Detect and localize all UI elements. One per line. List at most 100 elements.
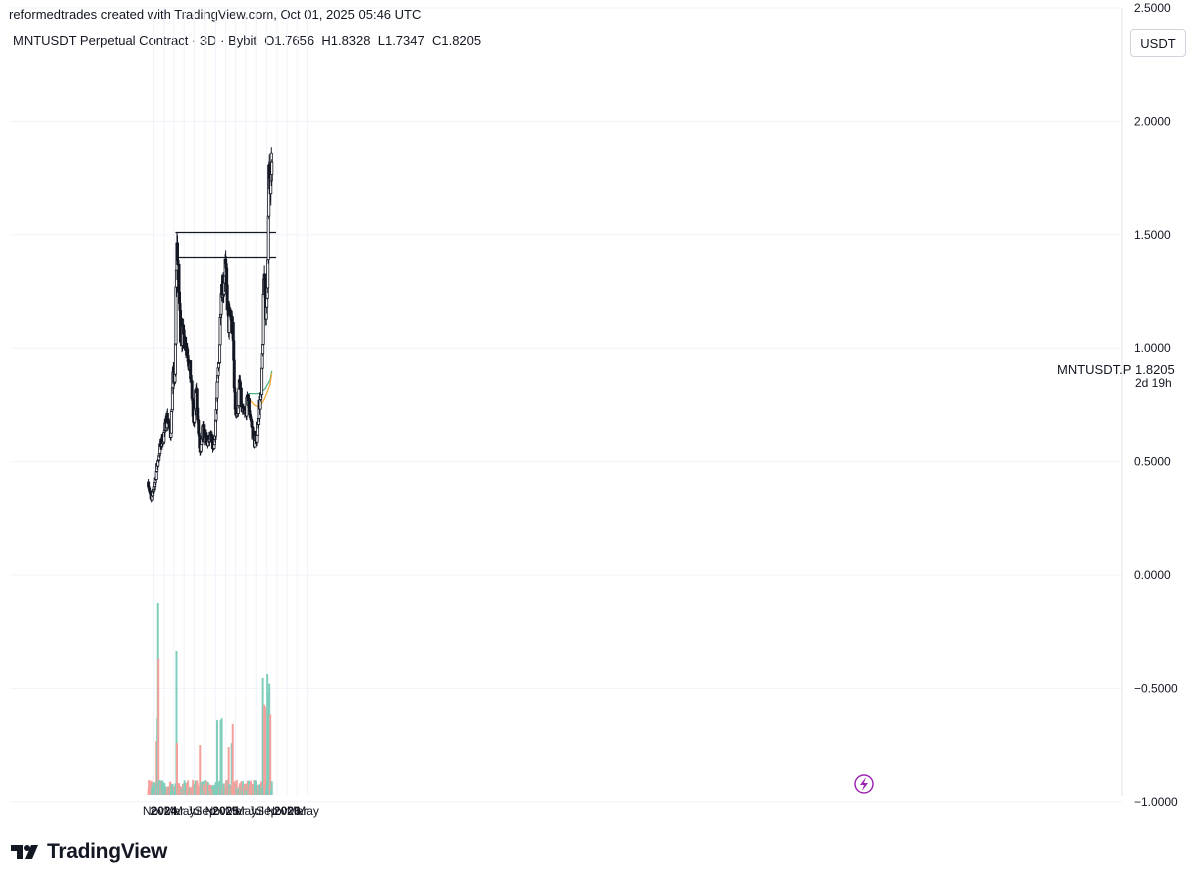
lightning-icon[interactable] [854,774,874,794]
volume-bar [243,783,246,795]
legend-high-label: H [321,33,331,48]
symbol-price-label: MNTUSDT.P [1057,362,1132,377]
price-tick-label: −1.0000 [1134,795,1178,809]
volume-bar [208,784,211,795]
volume-bar [269,714,272,795]
legend-close-value: 1.8205 [441,33,482,48]
candle-body [232,340,236,361]
candle-body [218,344,222,363]
volume-bar [207,784,210,795]
time-tick-label: 2025 [212,804,239,818]
volume-bar [183,780,186,795]
volume-bar [245,783,248,795]
time-tick-label: May [296,804,319,818]
volume-bar [261,677,264,795]
volume-bar [219,720,222,795]
volume-bar [196,783,199,795]
candle-body [231,322,235,342]
tradingview-logo[interactable]: TradingView [11,840,167,864]
volume-bar [255,781,258,795]
legend-low-value: 1.7347 [384,33,425,48]
candle-body [215,381,219,399]
legend-high-value: 1.8328 [330,33,371,48]
price-tick-label: −0.5000 [1134,681,1178,695]
moving-average-line [248,372,273,409]
price-tick-label: 2.0000 [1134,114,1171,128]
moving-averages [248,370,273,409]
last-price-label: 1.8205 [1135,362,1175,377]
candle-body [197,420,201,434]
currency-button[interactable]: USDT [1130,29,1186,57]
candle-body [169,410,173,434]
candle-body [173,343,177,375]
volume-bar [220,718,223,795]
legend-open-label: O [264,33,275,48]
candle-series [147,147,274,503]
volume-bar [247,780,250,795]
candle-body [204,432,208,438]
price-axis: 4.50004.00003.50003.00002.50002.00001.50… [1134,1,1178,809]
volume-bar [169,781,172,795]
time-tick-label: Sep [256,804,278,818]
volume-bar [166,786,169,795]
volume-bar [235,779,238,795]
volume-bar [227,747,230,795]
volume-bar [263,704,266,795]
candle-body [261,294,265,345]
volume-bar [171,783,174,795]
candle-body [199,444,203,452]
time-tick-label: Nov [205,804,226,818]
candle-body [266,259,270,289]
candle-body [270,161,274,175]
time-tick-label: Sep [194,804,216,818]
time-tick-label: Jul [249,804,264,818]
volume-bar [192,779,195,795]
volume-bar [228,784,231,795]
volume-series [147,603,273,795]
candle-body [213,419,217,437]
candle-body [265,297,269,308]
legend-interval: 3D [199,33,217,48]
bar-countdown: 2d 19h [1135,376,1172,390]
time-axis: Nov2024MarMayJulSepNov2025MarMayJulSepNo… [143,804,319,818]
volume-bar [157,658,160,795]
time-tick-label: Mar [287,804,308,818]
time-tick-label: May [235,804,258,818]
volume-bar [240,781,243,795]
volume-bar [264,706,267,795]
time-tick-label: Mar [164,804,185,818]
chart-grid [10,7,1123,803]
volume-bar [266,674,269,795]
candle-body [233,391,237,410]
volume-bar [154,784,157,795]
candle-body [261,343,265,355]
volume-bar [187,780,190,795]
candle-body [266,215,270,261]
volume-bar [161,780,164,795]
tradingview-logo-text: TradingView [47,840,168,863]
candle-body [237,388,241,407]
legend-low-label: L [377,33,385,48]
price-tick-label: 2.5000 [1134,1,1171,15]
volume-bar [150,780,153,795]
volume-bar [193,783,196,795]
volume-bar [233,781,236,795]
candle-body [182,324,186,335]
time-tick-label: Nov [266,804,287,818]
candle-body [260,367,264,396]
volume-bar [248,784,251,795]
price-tick-label: 0.0000 [1134,568,1171,582]
candle-body [247,398,251,412]
time-tick-label: Jul [187,804,202,818]
price-tick-label: 0.5000 [1134,455,1171,469]
volume-bar [267,693,270,795]
time-tick-label: May [173,804,196,818]
volume-bar [182,783,185,795]
time-tick-label: Mar [225,804,246,818]
volume-bar [264,781,267,795]
volume-bar [155,741,158,795]
tradingview-logo-icon [11,845,38,859]
volume-bar [246,780,249,795]
price-tick-label: 1.0000 [1134,341,1171,355]
